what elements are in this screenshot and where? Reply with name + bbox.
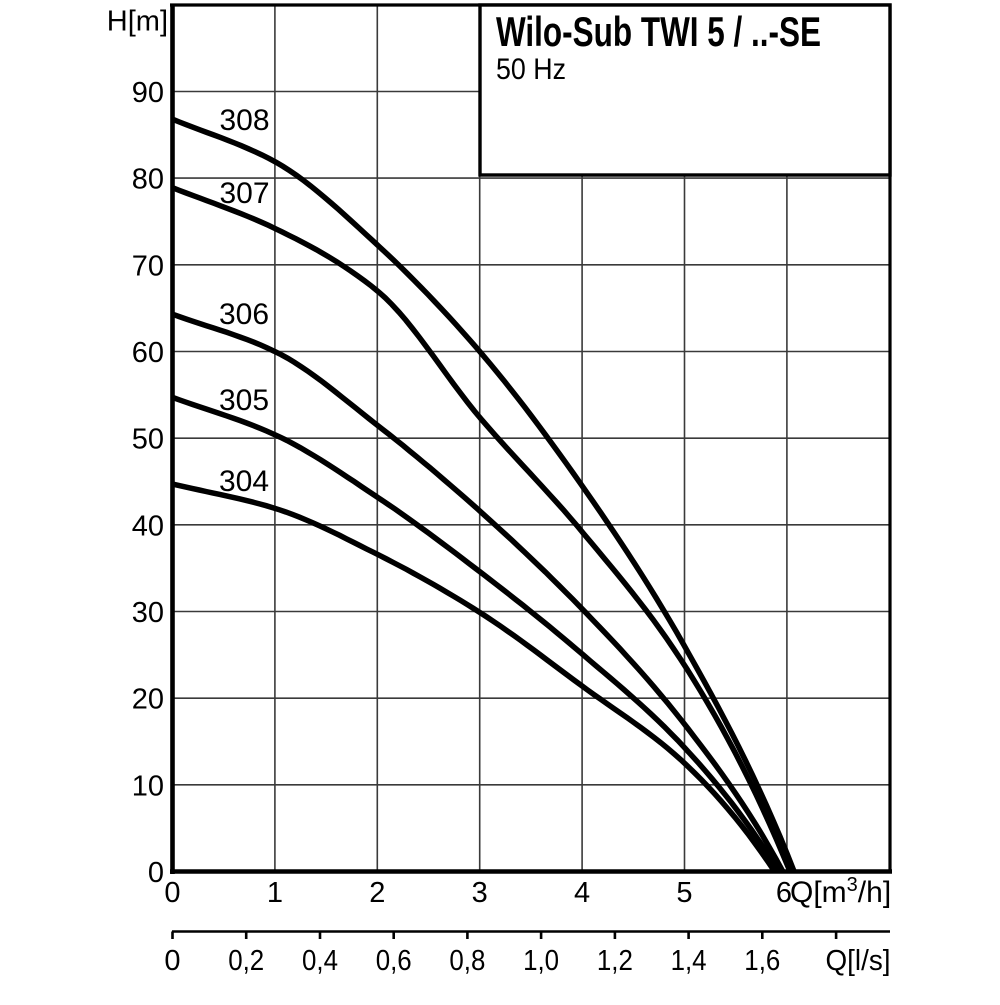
svg-text:0,6: 0,6 xyxy=(376,945,412,977)
svg-text:40: 40 xyxy=(132,510,164,542)
svg-text:20: 20 xyxy=(132,684,164,716)
svg-text:6: 6 xyxy=(776,877,792,909)
svg-text:0: 0 xyxy=(164,877,180,909)
svg-text:304: 304 xyxy=(219,465,269,498)
svg-text:90: 90 xyxy=(132,77,164,109)
svg-text:0: 0 xyxy=(164,945,180,977)
svg-text:2: 2 xyxy=(369,877,385,909)
svg-text:305: 305 xyxy=(219,384,269,417)
svg-text:306: 306 xyxy=(219,298,269,331)
svg-text:307: 307 xyxy=(219,177,269,210)
svg-text:1,0: 1,0 xyxy=(523,945,559,977)
svg-text:1,2: 1,2 xyxy=(597,945,633,977)
svg-text:4: 4 xyxy=(574,877,590,909)
svg-text:H[m]: H[m] xyxy=(107,6,168,38)
svg-text:Wilo-Sub TWI 5 / ..-SE: Wilo-Sub TWI 5 / ..-SE xyxy=(496,8,821,55)
svg-text:80: 80 xyxy=(132,164,164,196)
svg-text:0,8: 0,8 xyxy=(449,945,485,977)
svg-text:50: 50 xyxy=(132,424,164,456)
svg-text:308: 308 xyxy=(219,104,269,137)
svg-text:0,4: 0,4 xyxy=(302,945,338,977)
svg-text:60: 60 xyxy=(132,337,164,369)
svg-text:5: 5 xyxy=(676,877,692,909)
svg-text:50 Hz: 50 Hz xyxy=(496,53,566,86)
svg-text:1: 1 xyxy=(267,877,283,909)
svg-text:30: 30 xyxy=(132,597,164,629)
svg-text:Q[m3/h]: Q[m3/h] xyxy=(790,874,891,909)
svg-text:10: 10 xyxy=(132,770,164,802)
svg-text:0,2: 0,2 xyxy=(228,945,264,977)
svg-text:1,6: 1,6 xyxy=(744,945,780,977)
svg-text:Q[l/s]: Q[l/s] xyxy=(826,945,891,977)
svg-text:1,4: 1,4 xyxy=(671,945,707,977)
svg-text:0: 0 xyxy=(148,857,164,889)
svg-text:70: 70 xyxy=(132,250,164,282)
svg-text:3: 3 xyxy=(472,877,488,909)
